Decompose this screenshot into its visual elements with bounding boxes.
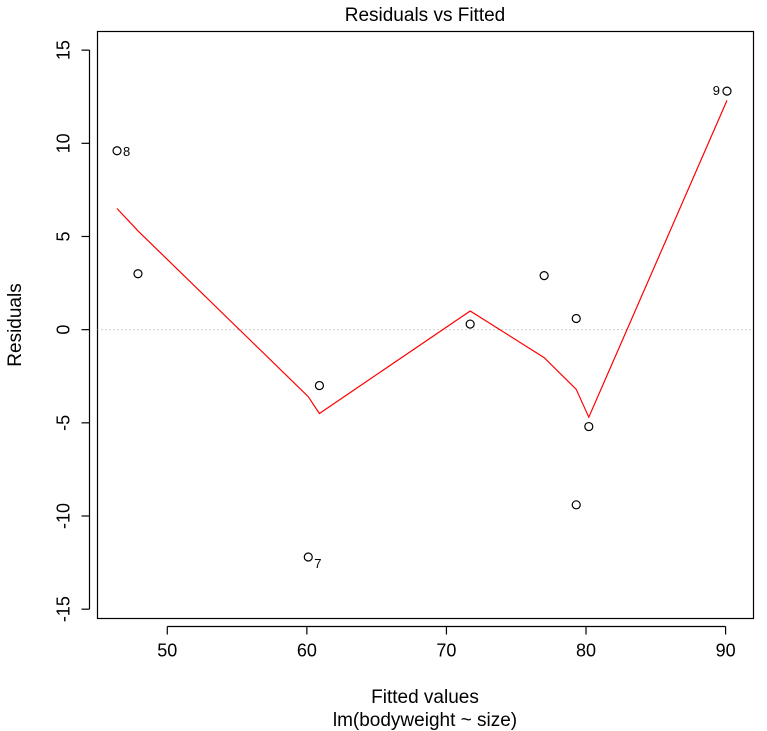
y-tick-label: 0	[54, 325, 74, 335]
x-tick-label: 60	[297, 641, 317, 661]
data-point	[571, 313, 581, 324]
x-tick-label: 90	[716, 641, 736, 661]
point-id-label: 7	[314, 556, 321, 571]
data-point	[584, 421, 594, 432]
x-tick-label: 70	[436, 641, 456, 661]
data-point	[303, 552, 313, 562]
y-tick-label: -10	[54, 503, 74, 529]
point-id-label: 8	[123, 144, 130, 159]
x-axis-title: Fitted values	[371, 687, 479, 708]
y-tick-label: 5	[54, 231, 74, 241]
data-point	[571, 500, 581, 510]
y-tick-label: 15	[54, 40, 74, 60]
data-point	[722, 86, 732, 96]
data-point	[539, 271, 549, 281]
smooth-line-group	[116, 100, 728, 419]
x-axis: 50 60 70 80 90	[157, 625, 736, 661]
y-axis-title: Residuals	[5, 283, 26, 366]
chart-title: Residuals vs Fitted	[345, 5, 506, 26]
plot-area-frame	[96, 30, 755, 620]
y-tick-label: -15	[54, 596, 74, 622]
points-group: 8 7 9	[112, 83, 732, 571]
y-tick-label: 10	[54, 133, 74, 153]
y-axis: -15 -10 -5 0 5 10 15	[54, 40, 91, 622]
point-id-label: 9	[713, 83, 720, 98]
data-point	[314, 380, 325, 391]
data-point	[465, 319, 475, 329]
y-tick-label: -5	[54, 415, 74, 431]
x-tick-label: 80	[576, 641, 596, 661]
data-point	[133, 269, 143, 279]
x-tick-label: 50	[157, 641, 177, 661]
smooth-line	[116, 100, 728, 419]
chart-subtitle: lm(bodyweight ~ size)	[333, 710, 517, 731]
data-point	[112, 146, 122, 156]
